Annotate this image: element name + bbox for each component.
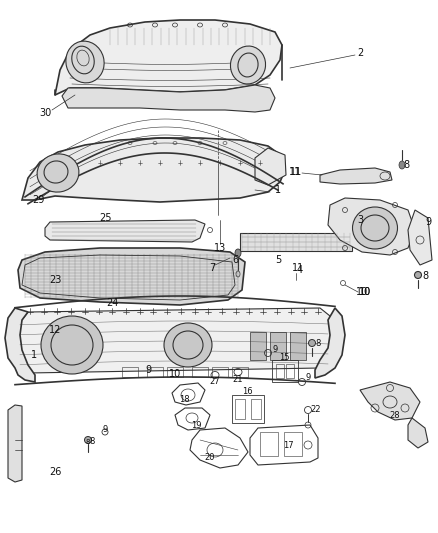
Ellipse shape <box>353 207 398 249</box>
Polygon shape <box>8 405 22 482</box>
Bar <box>286 364 294 378</box>
Ellipse shape <box>41 316 103 374</box>
Text: 13: 13 <box>214 243 226 253</box>
Bar <box>147 367 163 377</box>
Bar <box>270 332 286 360</box>
Text: 5: 5 <box>275 255 281 265</box>
Bar <box>272 360 298 382</box>
Text: 2: 2 <box>357 48 363 58</box>
Text: 19: 19 <box>191 421 201 430</box>
Polygon shape <box>360 382 420 420</box>
Text: 26: 26 <box>49 467 61 477</box>
Text: 15: 15 <box>279 352 289 361</box>
Polygon shape <box>14 308 333 373</box>
Text: 21: 21 <box>233 375 243 384</box>
Text: 8: 8 <box>86 439 90 445</box>
Bar <box>122 367 138 377</box>
Text: 30: 30 <box>39 108 51 118</box>
Ellipse shape <box>85 437 92 443</box>
Polygon shape <box>315 308 345 378</box>
Text: 9: 9 <box>272 345 278 354</box>
Ellipse shape <box>414 271 421 279</box>
Bar <box>260 432 278 456</box>
Text: 6: 6 <box>232 255 238 265</box>
Bar <box>284 432 302 456</box>
Ellipse shape <box>66 41 104 83</box>
Text: 10: 10 <box>356 287 368 297</box>
Ellipse shape <box>399 161 405 169</box>
Polygon shape <box>5 308 35 382</box>
Text: 9: 9 <box>425 217 431 227</box>
Text: 16: 16 <box>242 387 252 397</box>
Text: 11: 11 <box>290 167 302 177</box>
Bar <box>250 332 266 360</box>
Bar <box>88 224 116 236</box>
Polygon shape <box>18 248 245 305</box>
Text: 7: 7 <box>209 263 215 273</box>
Text: 20: 20 <box>205 454 215 463</box>
Bar <box>232 367 248 377</box>
Text: 27: 27 <box>210 377 220 386</box>
Polygon shape <box>55 20 282 95</box>
Text: 24: 24 <box>106 298 118 308</box>
Polygon shape <box>255 148 286 185</box>
Text: 8: 8 <box>422 271 428 281</box>
Text: 8: 8 <box>403 160 409 170</box>
Text: 1: 1 <box>31 350 37 360</box>
Ellipse shape <box>164 323 212 367</box>
Polygon shape <box>22 138 285 202</box>
Text: 18: 18 <box>179 395 189 405</box>
Bar <box>232 395 264 423</box>
Text: 17: 17 <box>283 440 293 449</box>
Bar <box>167 367 183 377</box>
Polygon shape <box>328 198 415 255</box>
Text: 9: 9 <box>305 374 311 383</box>
Text: 22: 22 <box>311 406 321 415</box>
Text: 11: 11 <box>289 167 301 177</box>
Bar <box>240 233 352 251</box>
Bar <box>276 364 284 378</box>
Ellipse shape <box>308 340 315 346</box>
Polygon shape <box>62 85 275 112</box>
Bar <box>251 399 261 419</box>
Text: 8: 8 <box>89 438 95 447</box>
Polygon shape <box>45 220 205 242</box>
Text: 25: 25 <box>99 213 111 223</box>
Text: 4: 4 <box>297 265 303 275</box>
Ellipse shape <box>37 154 79 192</box>
Bar <box>235 399 245 419</box>
Polygon shape <box>320 168 392 184</box>
Text: 10: 10 <box>359 287 371 297</box>
Text: 10: 10 <box>359 287 371 297</box>
Text: 3: 3 <box>357 215 363 225</box>
Polygon shape <box>408 418 428 448</box>
Text: 12: 12 <box>49 325 61 335</box>
Text: 29: 29 <box>32 195 44 205</box>
Text: 23: 23 <box>49 275 61 285</box>
Bar <box>192 367 208 377</box>
Bar <box>290 332 306 360</box>
Text: 8: 8 <box>315 340 321 349</box>
Ellipse shape <box>230 46 265 84</box>
Text: 1: 1 <box>275 185 281 195</box>
Polygon shape <box>408 210 432 265</box>
Bar <box>212 367 228 377</box>
Text: 9: 9 <box>145 365 151 375</box>
Ellipse shape <box>235 249 241 257</box>
Text: 28: 28 <box>390 410 400 419</box>
Text: 10: 10 <box>169 369 181 379</box>
Text: 9: 9 <box>102 425 108 434</box>
Text: 11: 11 <box>292 263 304 273</box>
